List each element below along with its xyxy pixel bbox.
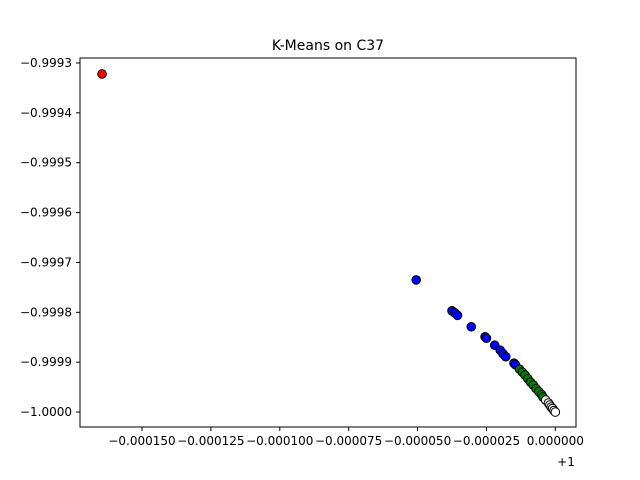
data-point — [481, 333, 492, 344]
x-tick-label: −0.000025 — [453, 434, 520, 448]
data-point — [466, 321, 477, 332]
x-tick-label: −0.000150 — [108, 434, 175, 448]
data-points — [97, 69, 561, 417]
x-tick-label: −0.000050 — [384, 434, 451, 448]
data-point — [550, 407, 561, 417]
y-tick-label: −0.9994 — [20, 106, 72, 120]
y-tick-label: −0.9997 — [20, 255, 72, 269]
x-tick-label: 0.000000 — [527, 434, 584, 448]
y-tick-label: −0.9998 — [20, 305, 72, 319]
x-tick-label: −0.000125 — [177, 434, 244, 448]
y-tick-label: −0.9999 — [20, 355, 72, 369]
y-tick-label: −0.9995 — [20, 156, 72, 170]
x-tick-label: −0.000100 — [246, 434, 313, 448]
x-offset-label: +1 — [557, 455, 575, 469]
y-axis: −0.9993 −0.9994 −0.9995 −0.9996 −0.9997 −0.99… — [20, 56, 80, 419]
y-tick-label: −0.9993 — [20, 56, 72, 70]
data-point — [411, 275, 421, 285]
y-tick-label: −0.9996 — [20, 206, 72, 220]
data-point — [452, 310, 463, 321]
data-point — [97, 69, 107, 79]
y-tick-label: −1.0000 — [20, 405, 72, 419]
chart-title: K-Means on C37 — [272, 38, 384, 54]
x-axis: −0.000150 −0.000125 −0.000100 −0.000075 −0.0… — [108, 427, 584, 448]
x-tick-label: −0.000075 — [315, 434, 382, 448]
data-point — [500, 351, 511, 362]
plot-frame — [79, 57, 577, 428]
